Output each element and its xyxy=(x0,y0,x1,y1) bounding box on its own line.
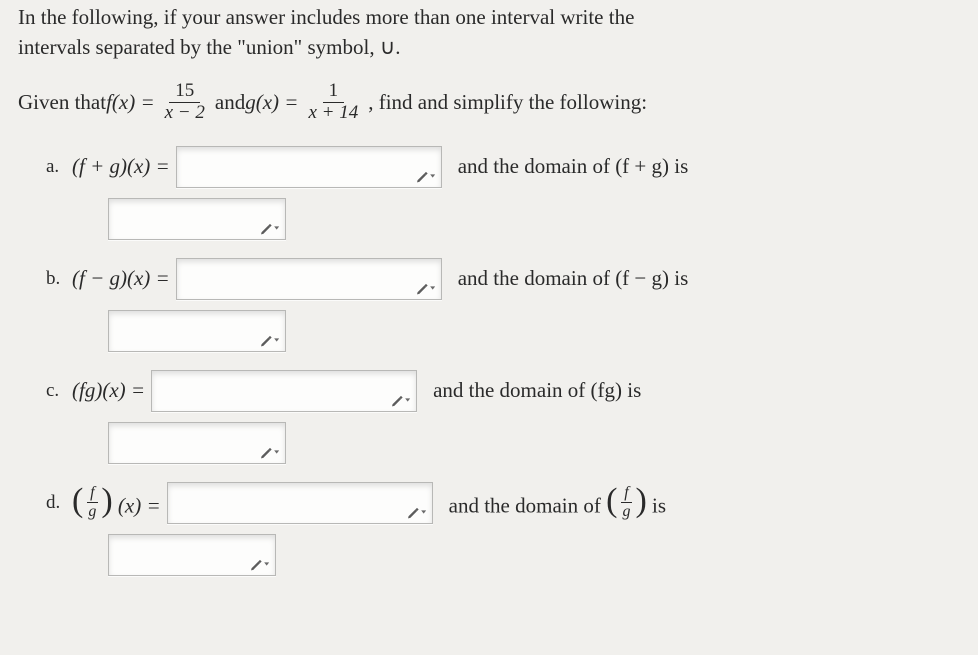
instructions-line2: intervals separated by the "union" symbo… xyxy=(18,35,400,59)
d-after-paren: (x) = xyxy=(118,494,161,518)
input-c-expression[interactable] xyxy=(151,370,417,412)
f-lhs: f(x) = xyxy=(106,87,155,119)
input-d-domain[interactable] xyxy=(108,534,276,576)
tail-d-pre: and the domain of xyxy=(449,494,606,518)
given-functions: Given that f(x) = 15 x − 2 and g(x) = 1 … xyxy=(18,81,960,124)
fg-num-2: f xyxy=(621,485,631,503)
input-d-expression[interactable] xyxy=(167,482,433,524)
f-numerator: 15 xyxy=(169,81,200,103)
input-a-domain[interactable] xyxy=(108,198,286,240)
fg-den: g xyxy=(85,503,99,520)
label-c: c. xyxy=(46,380,72,402)
g-numerator: 1 xyxy=(323,81,345,103)
fg-num: f xyxy=(87,485,97,503)
g-fraction: 1 x + 14 xyxy=(302,81,364,124)
input-c-domain[interactable] xyxy=(108,422,286,464)
g-denominator: x + 14 xyxy=(302,103,364,124)
given-mid: and xyxy=(215,87,245,119)
expr-a: (f + g)(x) = xyxy=(72,154,170,179)
input-b-expression[interactable] xyxy=(176,258,442,300)
tail-a: and the domain of (f + g) is xyxy=(458,154,689,179)
expr-d: ( f g ) (x) = xyxy=(72,485,161,520)
fg-den-2: g xyxy=(619,503,633,520)
tail-b: and the domain of (f − g) is xyxy=(458,266,689,291)
input-a-expression[interactable] xyxy=(176,146,442,188)
question-c: c. (fg)(x) = and the domain of (fg) is xyxy=(46,370,960,464)
tail-d-post: is xyxy=(652,494,666,518)
f-fraction: 15 x − 2 xyxy=(159,81,211,124)
g-lhs: g(x) = xyxy=(245,87,298,119)
label-a: a. xyxy=(46,156,72,178)
instructions-line1: In the following, if your answer include… xyxy=(18,5,634,29)
label-b: b. xyxy=(46,268,72,290)
tail-c: and the domain of (fg) is xyxy=(433,378,641,403)
expr-b: (f − g)(x) = xyxy=(72,266,170,291)
input-b-domain[interactable] xyxy=(108,310,286,352)
instructions: In the following, if your answer include… xyxy=(18,2,960,63)
given-prefix: Given that xyxy=(18,87,106,119)
given-suffix: , find and simplify the following: xyxy=(368,87,647,119)
tail-d: and the domain of ( f g ) is xyxy=(449,485,666,520)
question-a: a. (f + g)(x) = and the domain of (f + g… xyxy=(46,146,960,240)
label-d: d. xyxy=(46,492,72,514)
expr-c: (fg)(x) = xyxy=(72,378,145,403)
f-denominator: x − 2 xyxy=(159,103,211,124)
question-d: d. ( f g ) (x) = and the domain of xyxy=(46,482,960,576)
question-b: b. (f − g)(x) = and the domain of (f − g… xyxy=(46,258,960,352)
